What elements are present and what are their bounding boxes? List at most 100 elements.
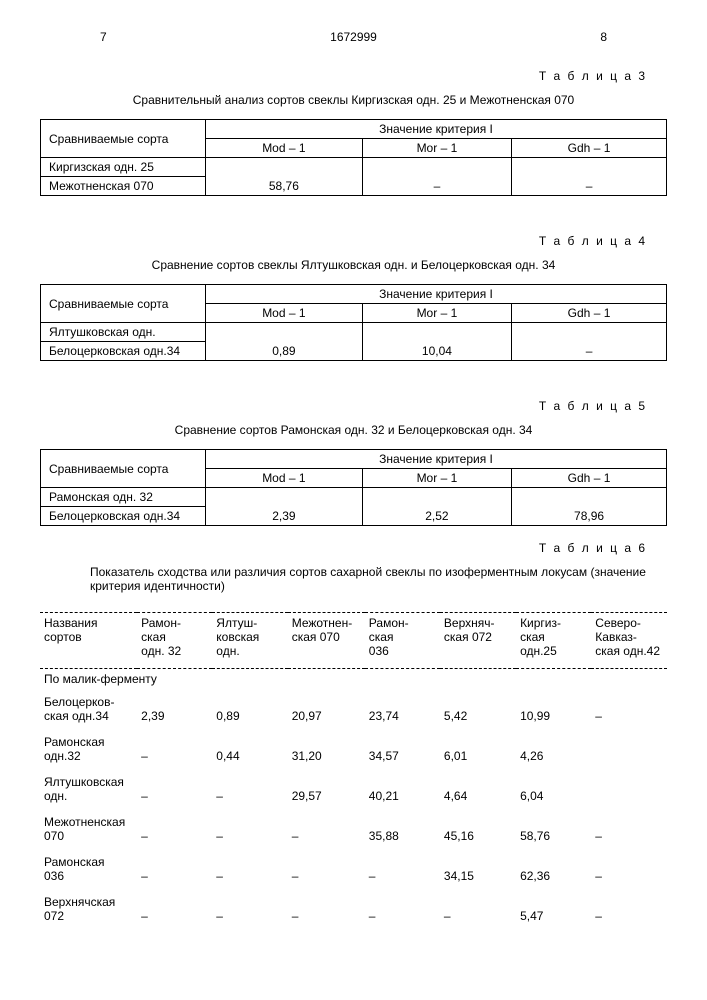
t5-r1: Рамонская одн. 32 bbox=[41, 488, 206, 507]
t4-v3: – bbox=[512, 323, 667, 361]
table6: Названия сортовРамон- ская одн. 32Ялтуш-… bbox=[40, 605, 667, 929]
t3-r2: Межотненская 070 bbox=[41, 177, 206, 196]
t5-r2: Белоцерковская одн.34 bbox=[41, 507, 206, 526]
t6-cell-5-4: – bbox=[440, 889, 516, 929]
table5: Сравниваемые сорта Значение критерия I M… bbox=[40, 449, 667, 526]
t6-cell-0-5: 10,99 bbox=[516, 689, 591, 729]
table6-caption: Показатель сходства или различия сортов … bbox=[90, 565, 667, 593]
t6-sub: По малик-ферменту bbox=[40, 669, 667, 690]
t4-r1: Ялтушковская одн. bbox=[41, 323, 206, 342]
table4: Сравниваемые сорта Значение критерия I M… bbox=[40, 284, 667, 361]
t6-cell-3-1: – bbox=[212, 809, 287, 849]
t6-cell-4-1: – bbox=[212, 849, 287, 889]
t6-rowname-1: Рамонская одн.32 bbox=[40, 729, 137, 769]
table4-caption: Сравнение сортов свеклы Ялтушковская одн… bbox=[40, 258, 667, 272]
t6-cell-0-1: 0,89 bbox=[212, 689, 287, 729]
t6-cell-5-3: – bbox=[365, 889, 440, 929]
t5-col3: Gdh – 1 bbox=[512, 469, 667, 488]
t6-cell-5-0: – bbox=[137, 889, 212, 929]
t5-v2: 2,52 bbox=[362, 488, 511, 526]
t6-cell-4-2: – bbox=[288, 849, 365, 889]
t6-col-5: Киргиз- ская одн.25 bbox=[516, 613, 591, 662]
table5-caption: Сравнение сортов Рамонская одн. 32 и Бел… bbox=[40, 423, 667, 437]
t6-rowname-3: Межотненская 070 bbox=[40, 809, 137, 849]
t3-rowhead: Сравниваемые сорта bbox=[41, 120, 206, 158]
t6-col-2: Межотнен- ская 070 bbox=[288, 613, 365, 662]
t6-cell-5-6: – bbox=[591, 889, 667, 929]
page-header: 7 1672999 8 bbox=[40, 30, 667, 44]
t4-r2: Белоцерковская одн.34 bbox=[41, 342, 206, 361]
t6-cell-1-6 bbox=[591, 729, 667, 769]
t4-v1: 0,89 bbox=[206, 323, 363, 361]
t3-v3: – bbox=[512, 158, 667, 196]
t5-v3: 78,96 bbox=[512, 488, 667, 526]
t6-cell-5-5: 5,47 bbox=[516, 889, 591, 929]
t6-cell-3-4: 45,16 bbox=[440, 809, 516, 849]
t5-col1: Mod – 1 bbox=[206, 469, 363, 488]
t6-rowname-2: Ялтушковская одн. bbox=[40, 769, 137, 809]
t5-v1: 2,39 bbox=[206, 488, 363, 526]
t3-v1: 58,76 bbox=[206, 158, 363, 196]
t6-col-3: Рамон- ская 036 bbox=[365, 613, 440, 662]
t6-cell-4-0: – bbox=[137, 849, 212, 889]
t6-cell-0-0: 2,39 bbox=[137, 689, 212, 729]
page-num-right: 8 bbox=[600, 30, 607, 44]
t6-cell-1-2: 31,20 bbox=[288, 729, 365, 769]
t6-cell-4-6: – bbox=[591, 849, 667, 889]
table3-caption: Сравнительный анализ сортов свеклы Кирги… bbox=[40, 93, 667, 107]
t6-cell-2-3: 40,21 bbox=[365, 769, 440, 809]
t6-col-6: Северо- Кавказ- ская одн.42 bbox=[591, 613, 667, 662]
t6-cell-2-4: 4,64 bbox=[440, 769, 516, 809]
t6-cell-5-1: – bbox=[212, 889, 287, 929]
t6-cell-2-0: – bbox=[137, 769, 212, 809]
t5-valhead: Значение критерия I bbox=[206, 450, 667, 469]
t6-cell-2-2: 29,57 bbox=[288, 769, 365, 809]
t4-valhead: Значение критерия I bbox=[206, 285, 667, 304]
t6-cell-5-2: – bbox=[288, 889, 365, 929]
t6-cell-0-4: 5,42 bbox=[440, 689, 516, 729]
t5-col2: Mor – 1 bbox=[362, 469, 511, 488]
t5-rowhead: Сравниваемые сорта bbox=[41, 450, 206, 488]
t3-col3: Gdh – 1 bbox=[512, 139, 667, 158]
t6-col-4: Верхняч- ская 072 bbox=[440, 613, 516, 662]
t6-cell-3-6: – bbox=[591, 809, 667, 849]
t6-cell-3-0: – bbox=[137, 809, 212, 849]
table6-label: Т а б л и ц а 6 bbox=[40, 541, 647, 555]
t6-cell-1-0: – bbox=[137, 729, 212, 769]
t6-cell-4-4: 34,15 bbox=[440, 849, 516, 889]
t4-col2: Mor – 1 bbox=[362, 304, 511, 323]
t6-cell-0-6: – bbox=[591, 689, 667, 729]
t6-cell-3-5: 58,76 bbox=[516, 809, 591, 849]
t6-cell-1-4: 6,01 bbox=[440, 729, 516, 769]
t3-v2: – bbox=[362, 158, 511, 196]
t6-col-0: Рамон- ская одн. 32 bbox=[137, 613, 212, 662]
t6-cell-0-2: 20,97 bbox=[288, 689, 365, 729]
t6-col-1: Ялтуш- ковская одн. bbox=[212, 613, 287, 662]
table3-label: Т а б л и ц а 3 bbox=[40, 69, 647, 83]
t4-col1: Mod – 1 bbox=[206, 304, 363, 323]
t6-cell-2-5: 6,04 bbox=[516, 769, 591, 809]
doc-number: 1672999 bbox=[330, 30, 377, 44]
t6-cell-3-3: 35,88 bbox=[365, 809, 440, 849]
t4-col3: Gdh – 1 bbox=[512, 304, 667, 323]
t6-cell-4-5: 62,36 bbox=[516, 849, 591, 889]
t6-cell-2-6 bbox=[591, 769, 667, 809]
t4-rowhead: Сравниваемые сорта bbox=[41, 285, 206, 323]
t6-cell-1-3: 34,57 bbox=[365, 729, 440, 769]
t6-rowname-5: Верхнячская 072 bbox=[40, 889, 137, 929]
t6-cell-0-3: 23,74 bbox=[365, 689, 440, 729]
t6-cell-1-1: 0,44 bbox=[212, 729, 287, 769]
t3-valhead: Значение критерия I bbox=[206, 120, 667, 139]
t3-col2: Mor – 1 bbox=[362, 139, 511, 158]
table3: Сравниваемые сорта Значение критерия I M… bbox=[40, 119, 667, 196]
table4-label: Т а б л и ц а 4 bbox=[40, 234, 647, 248]
t6-cell-4-3: – bbox=[365, 849, 440, 889]
t6-colhead: Названия сортов bbox=[40, 613, 137, 662]
t3-r1: Киргизская одн. 25 bbox=[41, 158, 206, 177]
t6-cell-1-5: 4,26 bbox=[516, 729, 591, 769]
t6-cell-2-1: – bbox=[212, 769, 287, 809]
t4-v2: 10,04 bbox=[362, 323, 511, 361]
t6-rowname-0: Белоцерков- ская одн.34 bbox=[40, 689, 137, 729]
t6-cell-3-2: – bbox=[288, 809, 365, 849]
t3-col1: Mod – 1 bbox=[206, 139, 363, 158]
